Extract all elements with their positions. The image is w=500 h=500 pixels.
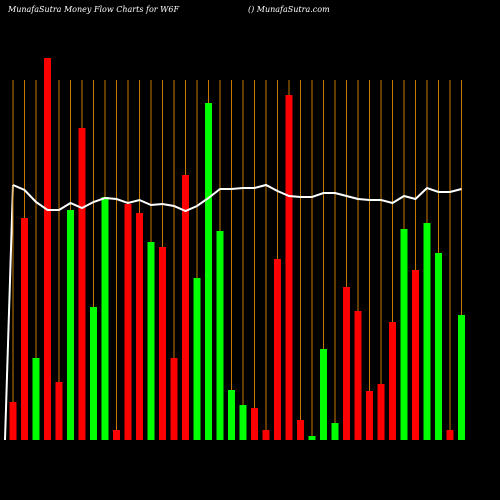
bar <box>193 278 201 440</box>
bar <box>354 311 362 440</box>
chart-subtitle: () MunafaSutra.com <box>248 5 330 14</box>
bar <box>32 358 40 440</box>
bar <box>170 358 178 440</box>
bar <box>147 242 155 440</box>
bar <box>446 430 454 440</box>
bar <box>389 322 396 440</box>
bar <box>216 231 224 440</box>
bar <box>251 408 258 440</box>
bar <box>21 218 28 440</box>
bar <box>67 210 74 440</box>
bar <box>274 259 281 440</box>
bar <box>101 197 109 440</box>
bar <box>136 213 143 440</box>
line-lead <box>4 184 14 441</box>
bar <box>239 405 247 440</box>
bar <box>182 175 189 440</box>
bar <box>377 384 385 440</box>
bar <box>124 204 132 440</box>
bar <box>423 223 431 440</box>
chart-title: MunafaSutra Money Flow Charts for W6F <box>7 5 179 14</box>
bar <box>412 270 419 440</box>
bar <box>435 253 442 440</box>
bar <box>308 436 316 440</box>
bar <box>159 247 166 440</box>
bar <box>55 382 63 440</box>
bar <box>9 402 17 440</box>
bar <box>297 420 304 440</box>
bar <box>331 423 339 440</box>
bar <box>205 103 212 440</box>
bar <box>113 430 120 440</box>
bar <box>458 315 465 440</box>
bar <box>90 307 97 440</box>
bar <box>78 128 86 440</box>
bar <box>44 58 51 440</box>
bar <box>320 349 327 440</box>
bar <box>262 430 270 440</box>
bar <box>400 229 408 440</box>
money-flow-line <box>12 183 462 213</box>
bar <box>343 287 350 440</box>
bar <box>285 95 293 440</box>
bar <box>228 390 235 440</box>
bar <box>366 391 373 440</box>
